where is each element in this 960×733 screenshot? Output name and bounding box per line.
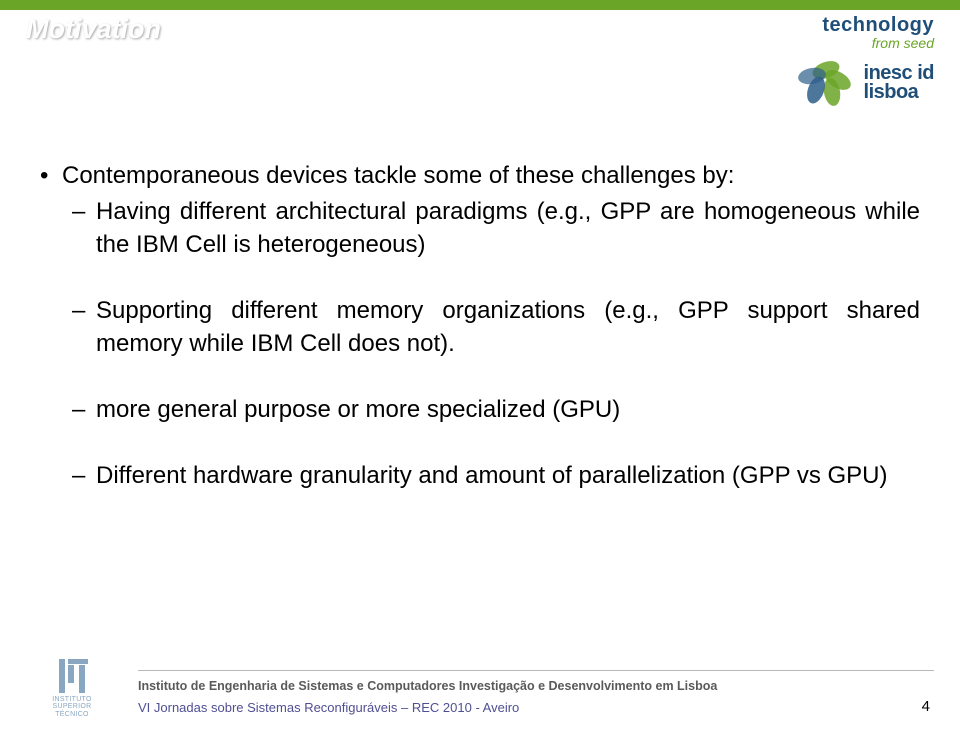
bullet-list-sub: Having different architectural paradigms… [62, 196, 920, 492]
bullet-list-top: Contemporaneous devices tackle some of t… [40, 160, 920, 493]
ist-logo: INSTITUTO SUPERIOR TÉCNICO [22, 659, 122, 721]
tech-line1: technology [822, 14, 934, 37]
footer-conference: VI Jornadas sobre Sistemas Reconfiguráve… [138, 700, 519, 715]
bullet-sub-item: Different hardware granularity and amoun… [62, 460, 920, 492]
ist-caption-l1: INSTITUTO [52, 696, 92, 703]
slide: Motivation technology from seed inesc id… [0, 0, 960, 733]
inesc-logo-mark [798, 62, 854, 104]
bullet-sub-text: Different hardware granularity and amoun… [96, 462, 888, 489]
ist-caption-l2: SUPERIOR [53, 703, 92, 710]
bullet-sub-item: more general purpose or more specialized… [62, 394, 920, 426]
bullet-sub-item: Having different architectural paradigms… [62, 196, 920, 261]
content: Contemporaneous devices tackle some of t… [40, 160, 920, 493]
header-stripe [0, 0, 960, 10]
ist-logo-mark [56, 659, 88, 693]
ist-caption-l3: TÉCNICO [55, 711, 89, 718]
bullet-sub-item: Supporting different memory organization… [62, 295, 920, 360]
bullet-top-text: Contemporaneous devices tackle some of t… [62, 162, 734, 189]
technology-tag: technology from seed [822, 14, 934, 51]
bullet-sub-text: more general purpose or more specialized… [96, 396, 620, 423]
slide-title: Motivation [26, 14, 161, 45]
inesc-logo: inesc id lisboa [798, 62, 934, 104]
footer: INSTITUTO SUPERIOR TÉCNICO Instituto de … [0, 649, 960, 733]
header: Motivation technology from seed inesc id… [0, 0, 960, 120]
footer-affiliation: Instituto de Engenharia de Sistemas e Co… [138, 679, 717, 693]
ist-logo-caption: INSTITUTO SUPERIOR TÉCNICO [52, 696, 92, 718]
page-number: 4 [922, 698, 930, 715]
bullet-top-item: Contemporaneous devices tackle some of t… [40, 160, 920, 493]
tech-line2: from seed [822, 35, 934, 51]
bullet-sub-text: Having different architectural paradigms… [96, 198, 920, 257]
bullet-sub-text: Supporting different memory organization… [96, 297, 920, 356]
inesc-logo-text: inesc id lisboa [864, 64, 934, 102]
inesc-logo-line2: lisboa [864, 83, 934, 102]
footer-divider [138, 670, 934, 671]
